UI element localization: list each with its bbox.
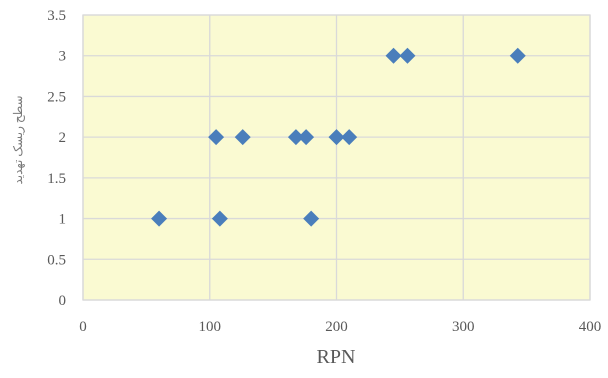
data-point	[287, 129, 304, 146]
plot-border	[82, 14, 591, 301]
gridlines	[82, 14, 591, 301]
data-point	[234, 129, 251, 146]
y-tick-label: 1	[59, 212, 67, 228]
y-tick-label: 3.5	[47, 8, 66, 24]
x-tick-label: 400	[579, 319, 602, 335]
y-tick-label: 0	[59, 293, 67, 309]
data-point	[399, 47, 416, 64]
y-tick-label: 2	[59, 130, 67, 146]
y-tick-label: 0.5	[47, 252, 66, 268]
x-tick-label: 0	[79, 319, 87, 335]
y-tick-label: 2.5	[47, 89, 66, 105]
data-point	[211, 210, 228, 227]
data-point	[385, 47, 402, 64]
x-tick-label: 200	[325, 319, 348, 335]
data-point	[208, 129, 225, 146]
data-points	[151, 47, 526, 227]
data-point	[303, 210, 320, 227]
data-point	[298, 129, 315, 146]
y-tick-label: 1.5	[47, 171, 66, 187]
data-point	[341, 129, 358, 146]
x-tick-label: 300	[452, 319, 475, 335]
y-axis-title: سطح ریسک تهدید	[11, 95, 25, 184]
x-tick-label: 100	[199, 319, 222, 335]
x-axis-title: RPN	[317, 346, 356, 368]
data-point	[328, 129, 345, 146]
data-point	[151, 210, 168, 227]
y-tick-label: 3	[59, 49, 67, 65]
tick-labels: 0 0.5 1 1.5 2 2.5 3 3.5 0 100 200 300 400	[47, 8, 601, 335]
data-point	[509, 47, 526, 64]
